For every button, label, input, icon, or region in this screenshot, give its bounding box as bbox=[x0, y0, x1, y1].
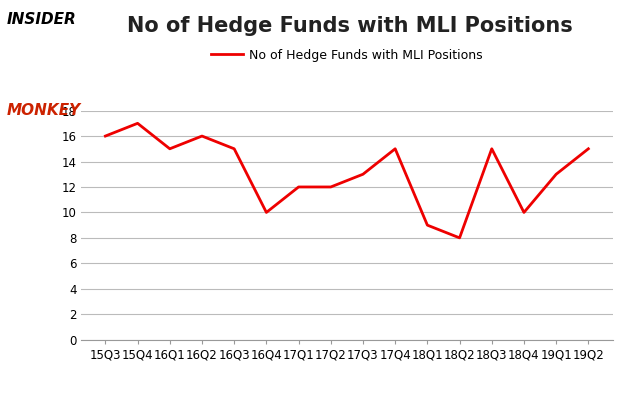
Text: No of Hedge Funds with MLI Positions: No of Hedge Funds with MLI Positions bbox=[127, 16, 573, 36]
Text: MONKEY: MONKEY bbox=[6, 103, 81, 118]
Legend: No of Hedge Funds with MLI Positions: No of Hedge Funds with MLI Positions bbox=[206, 43, 488, 66]
Text: INSIDER: INSIDER bbox=[6, 12, 76, 27]
